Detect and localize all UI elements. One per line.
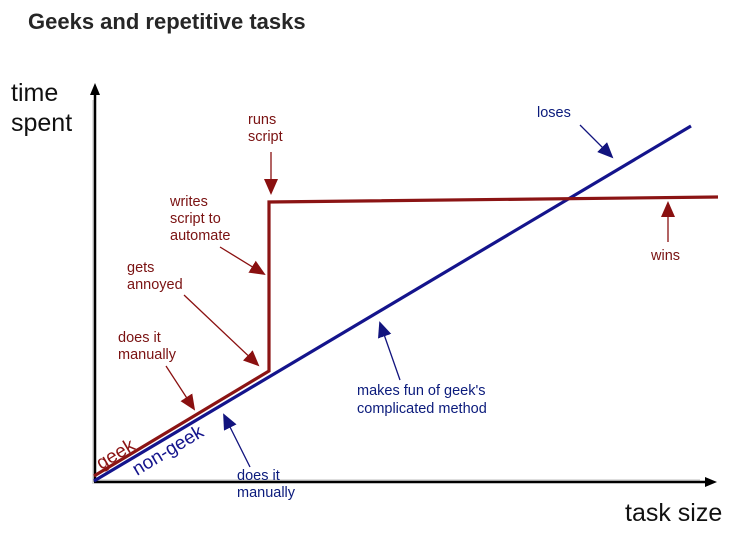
writes-script-line1: writes [169,194,208,210]
y-axis-label-line2: spent [11,109,72,137]
gets-annoyed-line2: annoyed [127,277,183,293]
geek-manual-arrow [165,365,196,411]
annotation-loses: loses [537,105,614,159]
runs-script-line1: runs [248,112,276,128]
annotation-wins: wins [650,201,680,264]
writes-script-arrow [219,246,266,276]
annotation-runs-script: runs script [248,112,283,195]
x-axis-label: task size [625,499,722,527]
annotation-geek-manual: does it manually [118,330,196,411]
annotation-nongeek-manual: does it manually [223,413,296,501]
makes-fun-arrow [378,321,401,381]
nongeek-manual-arrow [223,413,251,468]
annotation-makes-fun: makes fun of geek's complicated method [357,321,487,417]
loses-arrow [579,124,614,159]
makes-fun-line1: makes fun of geek's [357,383,486,399]
gets-annoyed-line1: gets [127,260,154,276]
makes-fun-line2: complicated method [357,401,487,417]
axes [90,83,717,487]
geek-manual-line1: does it [118,330,161,346]
writes-script-line2: script to [170,211,221,227]
nongeek-manual-line2: manually [237,485,296,501]
geek-line [93,195,719,478]
y-axis-label-line1: time [11,79,58,107]
nongeek-manual-line1: does it [237,468,280,484]
writes-script-line3: automate [170,228,230,244]
nongeek-line [93,124,692,483]
loses-label: loses [537,105,571,121]
gets-annoyed-arrow [183,294,260,367]
runs-script-line2: script [248,129,283,145]
annotation-writes-script: writes script to automate [169,194,266,276]
annotation-gets-annoyed: gets annoyed [127,260,260,367]
geek-manual-line2: manually [118,347,177,363]
page-title: Geeks and repetitive tasks [28,9,306,34]
wins-label: wins [650,248,680,264]
